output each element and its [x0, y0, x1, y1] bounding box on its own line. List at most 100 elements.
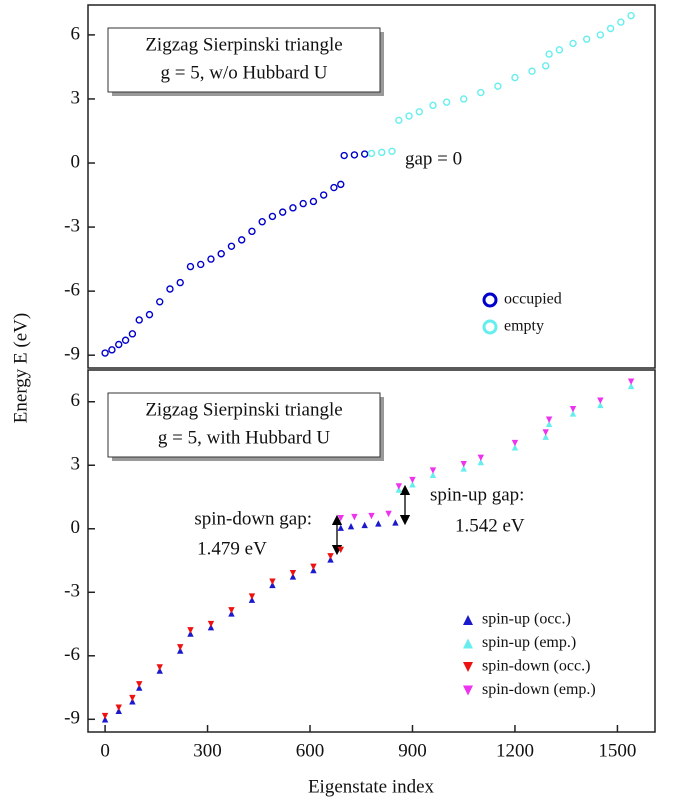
data-point [597, 397, 604, 404]
data-point [278, 208, 287, 216]
data-point [128, 330, 137, 338]
data-point [347, 523, 355, 530]
data-point [405, 112, 413, 120]
data-point [392, 519, 399, 526]
data-point [228, 607, 235, 614]
data-point [207, 620, 215, 628]
y-tick-label: 0 [71, 151, 81, 172]
y-tick-label: 6 [71, 23, 81, 44]
x-tick-label: 600 [296, 740, 325, 761]
data-point [145, 310, 154, 319]
data-point [186, 262, 195, 271]
data-point [415, 108, 424, 116]
data-point [101, 712, 109, 720]
data-point [350, 151, 359, 159]
data-point [258, 218, 266, 226]
data-point [597, 401, 604, 409]
data-point [429, 101, 437, 110]
data-point [460, 465, 467, 472]
data-point [115, 704, 122, 711]
data-point [309, 197, 318, 206]
data-point [542, 433, 549, 440]
data-point [217, 250, 225, 258]
data-point [101, 349, 109, 357]
data-point [330, 183, 338, 192]
legend-label: occupied [504, 291, 562, 308]
box-text: Zigzag Sierpinski triangle [145, 399, 342, 420]
data-point [555, 46, 564, 54]
legend-marker [463, 615, 473, 625]
legend-label: spin-down (occ.) [482, 658, 590, 675]
legend-label: spin-down (emp.) [482, 681, 596, 698]
data-point [395, 483, 403, 490]
legend-marker [463, 685, 473, 696]
data-point [156, 298, 164, 306]
data-point [176, 278, 184, 287]
box-text: g = 5, with Hubbard U [158, 427, 330, 448]
data-point [337, 524, 344, 531]
data-point [289, 204, 297, 212]
data-point [395, 116, 403, 125]
data-point [542, 429, 549, 436]
data-point [340, 151, 348, 160]
data-point [115, 340, 123, 349]
data-point [156, 664, 163, 671]
data-point [477, 88, 485, 97]
y-tick-label: -6 [64, 644, 80, 665]
box-text: g = 5, w/o Hubbard U [161, 62, 328, 83]
data-point [375, 520, 382, 527]
data-point [207, 255, 215, 263]
y-tick-label: 3 [71, 454, 81, 475]
data-point [108, 346, 116, 354]
x-tick-label: 1200 [496, 740, 534, 761]
data-point [494, 82, 502, 90]
data-point [187, 627, 194, 634]
data-point [627, 11, 635, 20]
data-point [238, 236, 246, 244]
data-point [136, 681, 143, 688]
data-point [166, 285, 174, 293]
data-point [541, 62, 550, 70]
data-point [135, 316, 143, 324]
data-point [121, 336, 130, 344]
data-point [327, 553, 334, 560]
data-point [337, 514, 344, 522]
data-point [442, 98, 451, 106]
y-tick-label: 6 [71, 390, 81, 411]
data-point [477, 458, 485, 466]
x-tick-label: 900 [398, 740, 427, 761]
data-point [197, 260, 205, 269]
x-tick-label: 300 [193, 740, 222, 761]
data-point [337, 180, 345, 189]
y-tick-label: 3 [71, 87, 81, 108]
data-point [129, 694, 136, 702]
data-point [310, 563, 317, 571]
data-point [319, 191, 328, 199]
data-point [409, 481, 416, 488]
data-point [360, 150, 369, 158]
data-point [269, 578, 276, 585]
data-point [569, 405, 577, 413]
data-point [268, 212, 277, 221]
data-point [388, 147, 396, 155]
y-tick-label: -6 [64, 279, 80, 300]
data-point [248, 227, 256, 236]
data-point [545, 50, 553, 58]
data-point [511, 439, 519, 447]
data-point [545, 420, 553, 428]
x-tick-label: 1500 [598, 740, 636, 761]
data-point [528, 67, 536, 75]
plot-frame [87, 369, 656, 733]
legend-marker [463, 662, 473, 672]
data-point [582, 35, 591, 43]
x-tick-label: 0 [100, 740, 110, 761]
data-point [367, 149, 376, 158]
data-point [460, 95, 468, 103]
text-box [107, 27, 381, 93]
data-point [596, 31, 605, 39]
data-point [460, 461, 467, 468]
data-point [378, 148, 386, 157]
y-axis-label: Energy E (eV) [10, 313, 31, 423]
y-tick-label: -9 [64, 708, 80, 729]
